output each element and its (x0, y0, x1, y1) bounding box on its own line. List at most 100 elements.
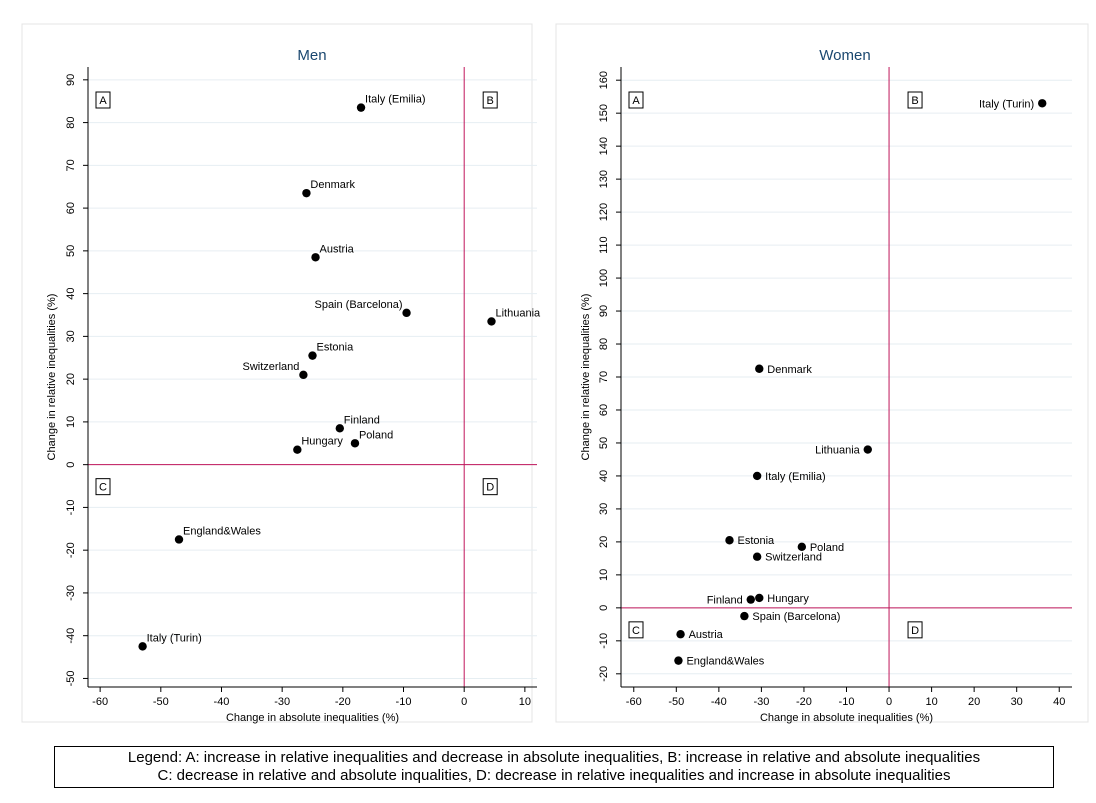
men-y-tick-label: 80 (65, 116, 77, 128)
women-x-tick-label: -30 (753, 696, 769, 708)
men-data-point (174, 535, 184, 544)
men-y-tick-label: 0 (65, 462, 77, 468)
men-point-label: Poland (359, 429, 393, 441)
women-x-tick-label: -20 (796, 696, 812, 708)
women-x-tick-label: 40 (1053, 696, 1065, 708)
women-y-tick-label: 20 (598, 536, 610, 548)
women-y-tick-label: 160 (598, 71, 610, 89)
women-x-tick-label: -40 (711, 696, 727, 708)
men-y-tick-label: -20 (65, 542, 77, 558)
women-point-label: Finland (707, 595, 743, 607)
women-point-label: Italy (Turin) (979, 98, 1034, 110)
women-x-tick-label: -60 (626, 696, 642, 708)
women-y-tick-label: 50 (598, 437, 610, 449)
men-quadrant-box-c (95, 478, 111, 496)
men-quadrant-box-a (95, 91, 111, 109)
men-point-label: Switzerland (243, 361, 300, 373)
women-y-tick-label: 60 (598, 404, 610, 416)
men-data-point (487, 317, 496, 326)
women-y-tick-label: 130 (598, 170, 610, 188)
women-x-tick-label: 0 (886, 696, 892, 708)
legend-line-2: C: decrease in relative and absolute inq… (157, 767, 951, 784)
women-y-tick-label: -10 (598, 633, 610, 649)
women-point-label: Austria (689, 629, 724, 641)
women-data-point (725, 536, 734, 545)
women-x-tick-label: -50 (668, 696, 684, 708)
men-point-label: Spain (Barcelona) (314, 299, 402, 311)
men-y-axis-title: Change in relative inequalities (%) (46, 294, 58, 461)
women-y-tick-label: 30 (598, 503, 610, 515)
women-point-label: Hungary (767, 593, 809, 605)
women-point-label: Denmark (767, 364, 812, 376)
men-data-point (311, 253, 320, 262)
women-point-label: Spain (Barcelona) (752, 611, 840, 623)
women-data-point (674, 656, 683, 665)
men-y-tick-label: 30 (65, 330, 77, 342)
men-y-tick-label: 70 (65, 159, 77, 171)
women-x-axis-title: Change in absolute inequalities (%) (760, 712, 933, 724)
men-quadrant-label-b: B (487, 95, 494, 107)
women-data-point (746, 595, 755, 604)
women-point-label: Poland (810, 542, 844, 554)
women-data-point (755, 364, 764, 373)
men-data-point (402, 308, 411, 318)
women-y-tick-label: 110 (598, 236, 610, 254)
men-x-tick-label: -30 (274, 696, 290, 708)
women-panel-title: Women (819, 47, 870, 64)
women-quadrant-box-a (628, 91, 644, 109)
men-quadrant-box-d (482, 478, 498, 496)
women-point-label: Italy (Emilia) (765, 471, 826, 483)
men-point-label: Italy (Turin) (147, 632, 202, 644)
women-y-tick-label: 150 (598, 104, 610, 122)
men-point-label: Austria (320, 243, 355, 255)
men-y-tick-label: -40 (65, 628, 77, 644)
women-y-tick-label: 0 (598, 605, 610, 611)
women-data-point (863, 445, 872, 454)
men-data-point (308, 351, 317, 360)
men-panel-background (21, 23, 533, 723)
women-y-tick-label: 10 (598, 569, 610, 581)
women-quadrant-box-b (907, 91, 923, 109)
men-point-label: Estonia (317, 342, 355, 354)
men-point-label: Italy (Emilia) (365, 94, 426, 106)
men-point-label: Hungary (301, 436, 343, 448)
men-point-label: England&Wales (183, 525, 261, 537)
men-x-tick-label: -10 (396, 696, 412, 708)
men-data-point (302, 188, 311, 198)
women-y-tick-label: 40 (598, 470, 610, 482)
women-point-label: England&Wales (686, 656, 764, 668)
men-y-tick-label: 60 (65, 202, 77, 214)
women-x-tick-label: 20 (968, 696, 980, 708)
men-y-tick-label: -30 (65, 585, 77, 601)
men-data-point (299, 370, 308, 380)
men-x-tick-label: -60 (92, 696, 108, 708)
women-point-label: Switzerland (765, 552, 822, 564)
men-y-tick-label: 50 (65, 245, 77, 257)
women-data-point (797, 542, 807, 552)
women-y-tick-label: 140 (598, 137, 610, 155)
men-panel-title: Men (297, 47, 326, 64)
men-quadrant-label-c: C (99, 482, 107, 494)
men-x-tick-label: 0 (461, 696, 467, 708)
chart-canvas: -50 -40 -30 -20 -10 0 10 20 30 40 50 60 70 80 90 -60 -50… (21, 23, 1089, 724)
women-y-tick-label: 100 (598, 269, 610, 287)
men-data-point (138, 642, 147, 651)
men-data-point (335, 424, 345, 433)
men-point-label: Finland (344, 414, 380, 426)
women-y-tick-label: 80 (598, 338, 610, 350)
men-quadrant-label-a: A (99, 95, 107, 107)
women-data-point (740, 611, 749, 621)
men-data-point (356, 103, 366, 112)
men-y-tick-label: 90 (65, 74, 77, 86)
women-y-tick-label: 90 (598, 305, 610, 317)
women-x-tick-label: 30 (1011, 696, 1023, 708)
women-panel-background (555, 23, 1089, 723)
women-data-point (676, 630, 685, 639)
men-y-tick-label: 20 (65, 373, 77, 385)
women-quadrant-label-c: C (632, 625, 640, 637)
men-point-label: Lithuania (495, 307, 541, 319)
women-y-tick-label: 70 (598, 371, 610, 383)
women-quadrant-label-d: D (911, 625, 919, 637)
women-quadrant-box-c (628, 621, 644, 639)
